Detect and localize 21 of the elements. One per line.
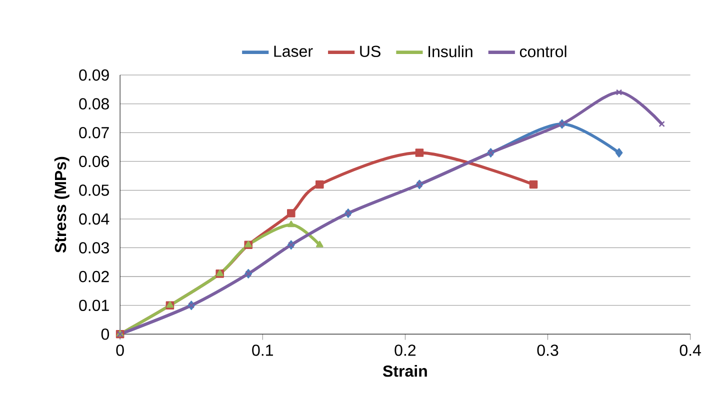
- legend-label: US: [360, 46, 380, 57]
- x-tick-label: 0.3: [537, 344, 558, 356]
- legend-label: control: [520, 45, 566, 58]
- x-tick-label: 0: [116, 344, 124, 356]
- legend-label: Laser: [274, 46, 313, 57]
- legend-label: Insulin: [428, 45, 472, 58]
- y-tick-label: 0.01: [79, 300, 109, 311]
- x-tick-label: 0.4: [680, 344, 701, 356]
- x-tick-label: 0.2: [394, 344, 416, 356]
- y-tick-label: 0.06: [79, 156, 109, 167]
- x-axis-title: Strain: [382, 364, 427, 377]
- y-tick-label: 0.05: [79, 184, 109, 196]
- y-axis-title: Stress (MPs): [54, 156, 70, 253]
- y-tick-label: 0.04: [79, 213, 110, 225]
- y-tick-label: 0.07: [79, 126, 109, 138]
- y-tick-label: 0.03: [79, 242, 109, 254]
- y-tick-label: 0.02: [79, 270, 109, 282]
- x-tick-label: 0.1: [252, 344, 273, 356]
- y-tick-label: 0.09: [79, 69, 109, 81]
- y-tick-label: 0: [101, 328, 110, 340]
- y-tick-label: 0.08: [79, 98, 109, 110]
